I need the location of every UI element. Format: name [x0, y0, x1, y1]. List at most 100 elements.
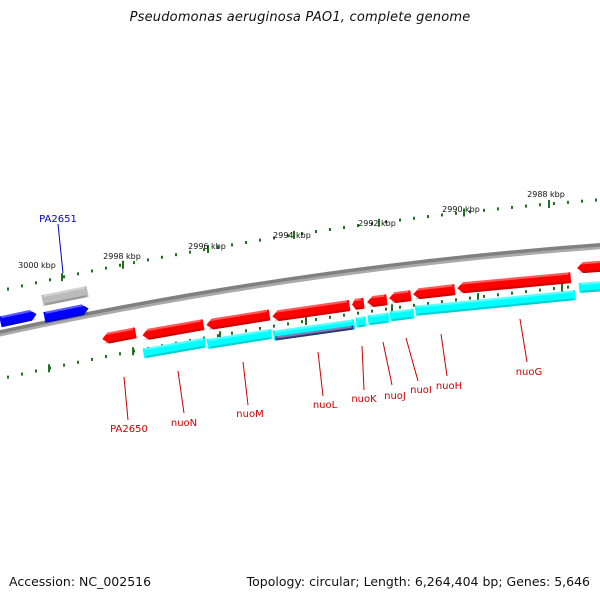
major-tick [122, 260, 124, 269]
minor-tick [161, 255, 163, 259]
minor-tick [105, 266, 107, 270]
minor-tick [35, 369, 37, 373]
minor-tick [105, 355, 107, 359]
minor-tick [539, 203, 541, 207]
major-tick [207, 244, 209, 253]
major-tick [132, 347, 134, 356]
accession-text: Accession: NC_002516 [9, 574, 152, 589]
minor-tick [119, 352, 121, 356]
minor-tick [217, 245, 219, 249]
minor-tick [497, 293, 499, 297]
minor-tick [553, 287, 555, 291]
minor-tick [63, 275, 65, 279]
label-leader [177, 370, 185, 414]
cds-feature [389, 308, 415, 322]
gene-feature-nuoK [352, 297, 365, 310]
topology-text: Topology: circular; Length: 6,264,404 bp… [246, 574, 590, 589]
minor-tick [427, 215, 429, 219]
gene-feature-nuoH [413, 284, 456, 300]
minor-tick [273, 324, 275, 328]
gene-label-leaders [57, 223, 528, 421]
label-leader [57, 223, 64, 274]
cds-highlight [275, 325, 354, 341]
gene-features [0, 260, 600, 359]
gene-feature-PA2651 [43, 303, 89, 323]
minor-tick [525, 204, 527, 208]
minor-tick [567, 200, 569, 204]
minor-tick [469, 296, 471, 300]
minor-tick [119, 263, 121, 267]
scale-label: 2992 kbp [358, 219, 396, 228]
minor-tick [385, 307, 387, 311]
minor-tick [203, 248, 205, 252]
label-leader [440, 333, 448, 377]
gene-feature-nuoI [389, 290, 412, 304]
gene-label-nuoN: nuoN [171, 418, 197, 429]
minor-tick [91, 357, 93, 361]
minor-tick [301, 232, 303, 236]
minor-tick [553, 202, 555, 206]
minor-tick [371, 222, 373, 226]
minor-tick [483, 294, 485, 298]
major-tick [548, 199, 550, 208]
minor-tick [399, 218, 401, 222]
gene-feature-nuoM [206, 309, 271, 331]
minor-tick [595, 198, 597, 202]
minor-tick [441, 300, 443, 304]
minor-tick [413, 303, 415, 307]
cds-feature [142, 337, 207, 359]
gene-label-nuoJ: nuoJ [384, 391, 406, 402]
scale-label: 2998 kbp [103, 252, 141, 261]
gene-label-nuoM: nuoM [236, 409, 263, 420]
minor-tick [217, 334, 219, 338]
minor-tick [329, 315, 331, 319]
minor-tick [483, 208, 485, 212]
cds-feature [578, 281, 600, 293]
minor-tick [273, 236, 275, 240]
minor-tick [91, 269, 93, 273]
minor-tick [315, 230, 317, 234]
minor-tick [175, 253, 177, 257]
minor-tick [455, 211, 457, 215]
minor-tick [357, 311, 359, 315]
minor-tick [469, 210, 471, 214]
minor-tick [77, 272, 79, 276]
cds-feature [355, 316, 367, 328]
minor-tick [133, 261, 135, 265]
label-leader [242, 361, 249, 406]
minor-tick [287, 322, 289, 326]
label-leader [382, 341, 393, 386]
outer-tick-ring [7, 198, 597, 291]
minor-tick [511, 291, 513, 295]
gene-label-nuoK: nuoK [351, 394, 377, 405]
minor-tick [455, 298, 457, 302]
minor-tick [49, 278, 51, 282]
gene-label-nuoI: nuoI [410, 385, 432, 396]
minor-tick [567, 285, 569, 289]
minor-tick [427, 301, 429, 305]
minor-tick [287, 234, 289, 238]
minor-tick [189, 250, 191, 254]
major-tick [293, 230, 295, 239]
minor-tick [371, 309, 373, 313]
minor-tick [539, 288, 541, 292]
major-tick [378, 218, 380, 227]
minor-tick [329, 228, 331, 232]
scale-labels: 3000 kbp 2998 kbp 2996 kbp 2994 kbp 2992 kbp… [18, 190, 565, 270]
major-tick [463, 208, 465, 217]
scale-label: 2996 kbp [188, 242, 226, 251]
gene-feature-blue [0, 309, 37, 328]
minor-tick [343, 226, 345, 230]
gene-feature-nuoL [272, 300, 351, 322]
scale-label: 2988 kbp [527, 190, 565, 199]
minor-tick [245, 240, 247, 244]
gene-labels: PA2651 PA2650 nuoN nuoM nuoL nuoK nuoJ nuoI nuoH… [39, 214, 542, 435]
minor-tick [7, 375, 9, 379]
minor-tick [357, 224, 359, 228]
major-tick [48, 364, 50, 373]
minor-tick [315, 317, 317, 321]
major-tick [61, 273, 63, 282]
cds-feature [414, 290, 577, 316]
